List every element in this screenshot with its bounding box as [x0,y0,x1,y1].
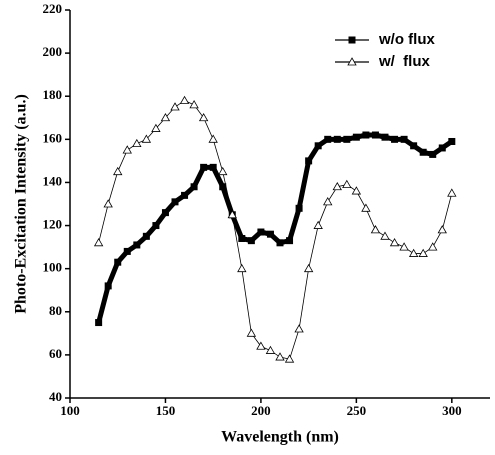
data-point [181,191,189,199]
data-point [171,198,179,206]
data-point [332,181,342,191]
data-point [247,237,255,245]
x-tick-label: 150 [156,403,176,418]
data-point [303,263,314,273]
data-point [400,135,408,143]
data-point [419,148,427,156]
y-tick-label: 180 [43,87,63,102]
legend-label: w/o flux [378,31,435,48]
data-point [190,183,198,191]
data-point [95,319,103,327]
data-point [410,142,418,150]
data-point [160,112,171,122]
data-point [370,225,381,234]
data-point [294,324,304,333]
data-point [333,135,341,143]
data-point [104,282,112,290]
data-point [246,328,257,337]
y-tick-label: 40 [49,389,62,404]
x-tick-label: 300 [442,403,462,418]
data-point [418,248,428,257]
data-point [361,203,371,212]
data-point [342,179,352,188]
x-tick-label: 100 [60,403,80,418]
data-point [238,234,246,242]
y-tick-label: 80 [49,303,62,318]
data-point [284,354,295,363]
x-tick-label: 200 [251,403,271,418]
data-point [276,239,284,247]
data-point [114,258,122,266]
data-point [313,220,323,229]
data-point [113,166,123,176]
data-point [314,142,322,150]
data-point [323,197,333,206]
data-point [286,237,294,245]
y-tick-label: 160 [43,130,63,145]
data-point [266,230,274,238]
y-tick-label: 220 [43,1,63,16]
x-tick-label: 250 [347,403,367,418]
data-point [103,199,113,208]
data-point [256,341,266,350]
y-tick-label: 120 [43,217,63,232]
data-point [265,345,276,354]
data-point [448,137,456,145]
data-point [198,112,209,122]
data-point [151,123,161,132]
y-tick-label: 60 [49,346,62,361]
data-point [122,145,132,154]
y-tick-label: 200 [43,44,63,59]
data-point [437,225,447,234]
data-point [152,222,160,230]
x-axis-label: Wavelength (nm) [221,429,339,446]
data-point [227,209,237,219]
legend-marker [347,57,357,66]
y-tick-label: 140 [43,173,63,188]
data-point [208,134,218,143]
data-point [142,232,150,240]
data-point [275,352,285,361]
data-point [133,241,141,249]
data-point [218,166,228,176]
data-point [343,135,351,143]
series-line [96,132,454,324]
legend-label: w/ flux [378,53,430,70]
data-point [123,247,131,255]
data-point [295,204,303,212]
data-point [438,144,446,152]
data-point [429,150,437,158]
data-point [391,135,399,143]
data-point [189,100,199,109]
data-point [399,242,409,251]
data-point [408,248,419,257]
data-point [141,134,152,143]
data-point [324,135,332,143]
data-point [257,228,265,236]
y-tick-label: 100 [43,260,63,275]
data-point [381,133,389,141]
data-point [428,242,438,251]
legend-marker [348,36,356,44]
data-point [447,188,457,197]
data-point [305,157,313,165]
data-point [93,237,104,247]
data-point [219,183,227,191]
data-point [389,237,400,247]
data-point [362,131,370,139]
data-point [351,186,362,195]
data-point [380,231,390,240]
data-point [352,133,360,141]
data-point [200,163,208,171]
data-point [170,102,180,111]
y-axis-label: Photo-Excitation Intensity (a.u.) [13,94,30,314]
data-point [209,163,217,171]
data-point [161,209,169,217]
data-point [179,95,190,104]
data-point [132,138,142,148]
data-point [237,263,247,273]
data-point [371,131,379,139]
